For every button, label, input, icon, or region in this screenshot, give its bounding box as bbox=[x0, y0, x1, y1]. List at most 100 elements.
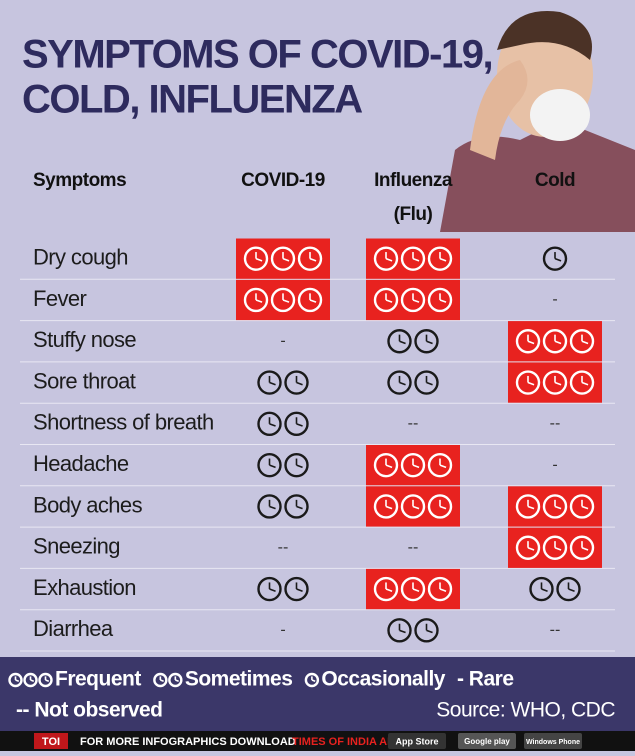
clock-face bbox=[284, 411, 309, 437]
symptom: Diarrhea bbox=[33, 616, 114, 641]
clock-face bbox=[373, 246, 399, 271]
clock-hand bbox=[426, 340, 433, 345]
cell-text: - bbox=[552, 456, 557, 473]
frequency-cell bbox=[257, 494, 309, 519]
logo: TOI bbox=[42, 736, 60, 748]
clock-face bbox=[414, 370, 439, 395]
clock-face bbox=[400, 494, 426, 519]
clock-face bbox=[542, 329, 568, 354]
clock-hand bbox=[412, 464, 420, 469]
clock-hand bbox=[269, 588, 276, 593]
cell-text: - bbox=[280, 622, 285, 639]
clock-hand bbox=[175, 679, 179, 682]
clock-face bbox=[284, 494, 309, 519]
cell-text: - bbox=[280, 332, 285, 349]
column-header: Influenza bbox=[374, 170, 453, 191]
frequency-cell bbox=[257, 576, 309, 602]
clock-hand bbox=[527, 505, 535, 510]
clock-face bbox=[373, 452, 399, 478]
store: App Store bbox=[395, 736, 438, 746]
cell-text: -- bbox=[408, 415, 419, 432]
legend: Frequent Sometimes Occasionally - Rare -- No… bbox=[8, 668, 514, 722]
clock-face bbox=[542, 535, 568, 560]
store-badge bbox=[388, 733, 446, 749]
clock-hand bbox=[399, 629, 406, 634]
frequency-cell bbox=[366, 279, 460, 321]
clock-hand bbox=[426, 629, 433, 634]
logo-box bbox=[34, 733, 68, 749]
clock-hand bbox=[45, 679, 50, 682]
clock-hand bbox=[554, 505, 562, 510]
store: Windows Phone bbox=[526, 739, 580, 746]
cell-text: - bbox=[552, 291, 557, 308]
frequency-cell bbox=[529, 576, 581, 602]
frequency-cell bbox=[542, 246, 568, 271]
clock-hand bbox=[439, 299, 447, 303]
title-line: COLD, INFLUENZA bbox=[22, 78, 362, 122]
store-badge bbox=[524, 733, 582, 749]
symptom: Exhaustion bbox=[33, 575, 136, 600]
clock-face bbox=[569, 535, 595, 560]
frequency-cell bbox=[508, 486, 602, 527]
clock-face bbox=[427, 452, 453, 478]
clock-hand bbox=[554, 257, 562, 262]
clock-face bbox=[515, 535, 541, 560]
clock-face bbox=[400, 246, 426, 271]
clock-face bbox=[297, 287, 323, 313]
clock-hand bbox=[30, 679, 35, 682]
clock-hand bbox=[255, 257, 263, 262]
clock-hand bbox=[581, 546, 589, 551]
frequency-cell bbox=[236, 279, 330, 321]
frequency-cell bbox=[387, 618, 439, 643]
clock-hand bbox=[581, 505, 589, 510]
clock-hand bbox=[412, 299, 420, 303]
clock-hand bbox=[282, 257, 290, 262]
clock-face bbox=[515, 370, 541, 395]
cell-text: -- bbox=[408, 539, 419, 556]
clock-hand bbox=[160, 679, 164, 682]
clock-hand bbox=[439, 588, 447, 593]
clock-hand bbox=[581, 340, 589, 345]
column-header-note: (Flu) bbox=[394, 204, 433, 225]
frequency-cell bbox=[257, 370, 309, 395]
cell-text: -- bbox=[278, 539, 289, 556]
clock-face bbox=[400, 452, 426, 478]
clock-hand bbox=[385, 299, 393, 303]
clock-face bbox=[542, 246, 568, 271]
clock-hand bbox=[554, 381, 562, 386]
clock-face bbox=[414, 618, 439, 643]
clock-face bbox=[38, 672, 53, 688]
clock-hand bbox=[439, 505, 447, 510]
clock-face bbox=[427, 494, 453, 519]
clock-face bbox=[257, 452, 282, 478]
clock-hand bbox=[426, 381, 433, 386]
frequency-cell bbox=[366, 238, 460, 279]
clock-hand bbox=[269, 423, 276, 427]
symptom: Sneezing bbox=[33, 534, 120, 559]
clock-face bbox=[373, 494, 399, 519]
clock-hand bbox=[554, 546, 562, 551]
footer-text: FOR MORE INFOGRAPHICS DOWNLOAD bbox=[80, 736, 296, 748]
clock-face bbox=[8, 672, 23, 688]
legend-icon bbox=[153, 672, 183, 688]
frequency-cell bbox=[257, 452, 309, 478]
clock-face bbox=[569, 329, 595, 354]
title-line: SYMPTOMS OF COVID-19, bbox=[22, 33, 492, 77]
column-header: Cold bbox=[535, 170, 575, 191]
clock-hand bbox=[439, 464, 447, 469]
symptom: Headache bbox=[33, 451, 129, 476]
clock-hand bbox=[399, 381, 406, 386]
column-header: COVID-19 bbox=[241, 170, 325, 191]
store: Google play bbox=[464, 737, 510, 746]
clock-hand bbox=[296, 423, 303, 427]
clock-hand bbox=[527, 381, 535, 386]
clock-face bbox=[243, 246, 269, 271]
clock-face bbox=[387, 329, 412, 354]
symptom: Shortness of breath bbox=[33, 410, 214, 435]
clock-hand bbox=[309, 257, 317, 262]
symptom: Dry cough bbox=[33, 244, 128, 269]
clock-hand bbox=[282, 299, 290, 303]
clock-face bbox=[569, 494, 595, 519]
legend-label: -- Not observed bbox=[16, 699, 163, 722]
